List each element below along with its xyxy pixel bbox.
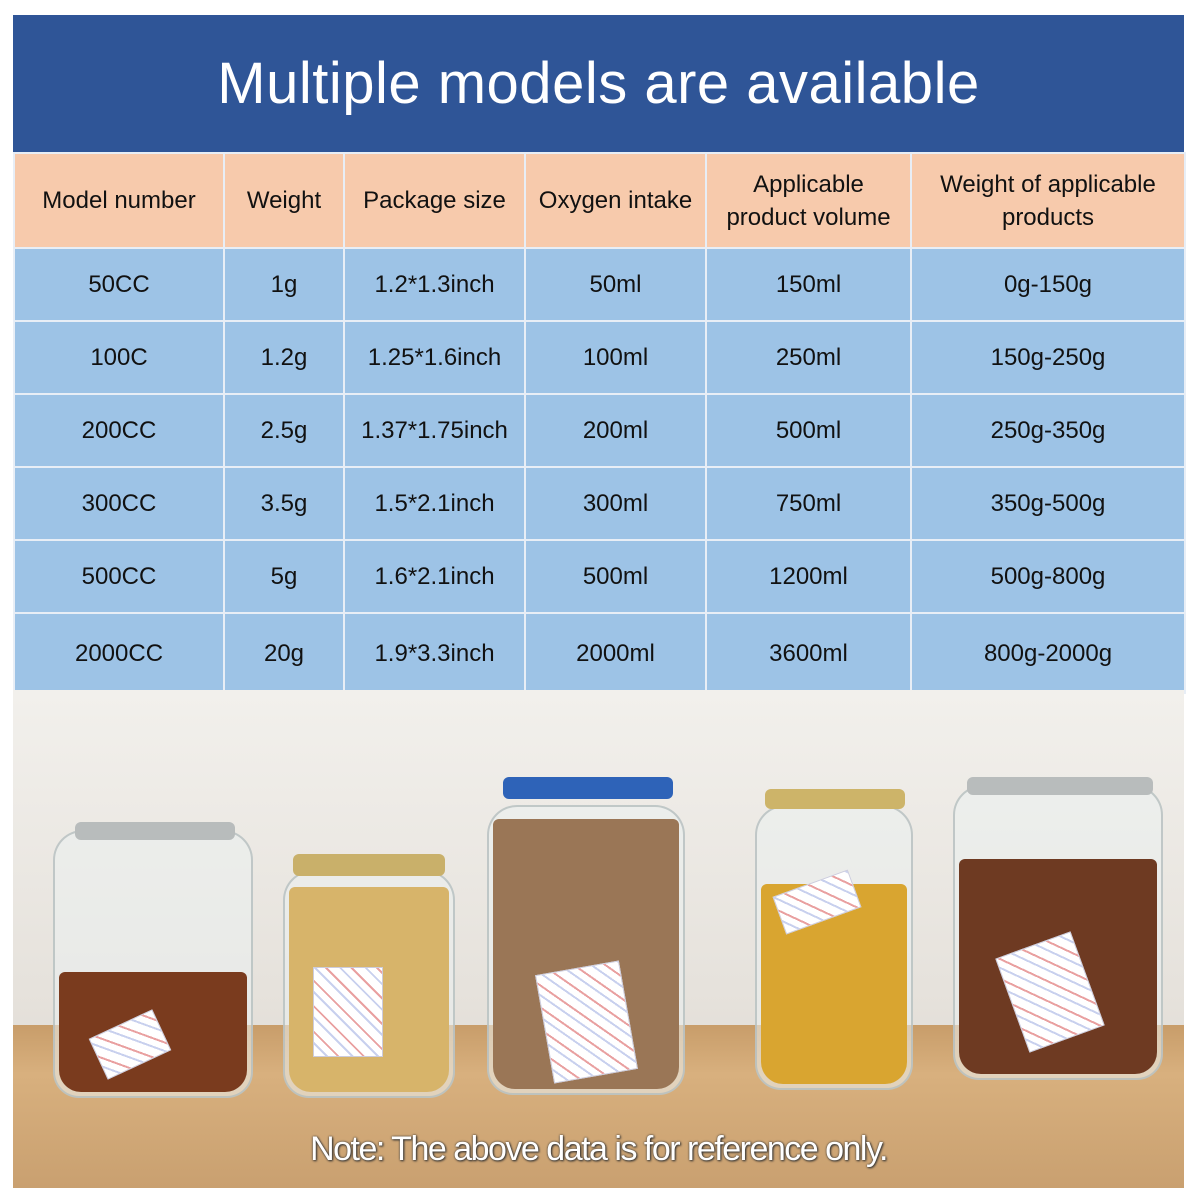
models-table: Model number Weight Package size Oxygen …: [13, 152, 1186, 694]
cell-model-number: 300CC: [13, 466, 225, 541]
table-row: 300CC 3.5g 1.5*2.1inch 300ml 750ml 350g-500g: [13, 466, 1186, 541]
oxygen-absorber-packet: [313, 967, 383, 1057]
cell-oxygen-intake: 100ml: [524, 320, 707, 395]
infographic: Multiple models are available Model numb…: [13, 15, 1186, 1188]
cell-oxygen-intake: 2000ml: [524, 612, 707, 694]
cell-weight: 20g: [223, 612, 345, 694]
cell-weight: 2.5g: [223, 393, 345, 468]
cell-weight: 1g: [223, 247, 345, 322]
cell-oxygen-intake: 50ml: [524, 247, 707, 322]
header-model-number: Model number: [13, 152, 225, 249]
cell-weight: 1.2g: [223, 320, 345, 395]
jar-lid: [503, 777, 673, 799]
cell-product-weight: 0g-150g: [910, 247, 1186, 322]
table-header-row: Model number Weight Package size Oxygen …: [13, 152, 1186, 249]
table-row: 200CC 2.5g 1.37*1.75inch 200ml 500ml 250g-350…: [13, 393, 1186, 468]
page-title: Multiple models are available: [217, 51, 980, 116]
jar-2: [283, 854, 455, 1098]
cell-package-size: 1.25*1.6inch: [343, 320, 526, 395]
cell-model-number: 50CC: [13, 247, 225, 322]
cell-model-number: 100C: [13, 320, 225, 395]
jars-photo: Note: The above data is for reference on…: [13, 690, 1184, 1188]
jar-4: [755, 789, 913, 1090]
cell-weight: 5g: [223, 539, 345, 614]
cell-model-number: 2000CC: [13, 612, 225, 694]
header-weight: Weight: [223, 152, 345, 249]
cell-product-weight: 500g-800g: [910, 539, 1186, 614]
cell-product-weight: 150g-250g: [910, 320, 1186, 395]
cell-oxygen-intake: 500ml: [524, 539, 707, 614]
cell-product-volume: 250ml: [705, 320, 912, 395]
cell-package-size: 1.6*2.1inch: [343, 539, 526, 614]
cell-oxygen-intake: 200ml: [524, 393, 707, 468]
cell-product-volume: 500ml: [705, 393, 912, 468]
header-product-volume: Applicable product volume: [705, 152, 912, 249]
cell-weight: 3.5g: [223, 466, 345, 541]
jar-lid: [967, 777, 1153, 795]
table-row: 50CC 1g 1.2*1.3inch 50ml 150ml 0g-150g: [13, 247, 1186, 322]
cell-package-size: 1.5*2.1inch: [343, 466, 526, 541]
table-row: 2000CC 20g 1.9*3.3inch 2000ml 3600ml 800g-200…: [13, 612, 1186, 694]
cell-product-volume: 3600ml: [705, 612, 912, 694]
jar-lid: [75, 822, 235, 840]
jar-3: [487, 777, 685, 1095]
jar-lid: [293, 854, 445, 876]
cell-oxygen-intake: 300ml: [524, 466, 707, 541]
table-row: 100C 1.2g 1.25*1.6inch 100ml 250ml 150g-250g: [13, 320, 1186, 395]
header-package-size: Package size: [343, 152, 526, 249]
jar-5: [953, 777, 1163, 1080]
cell-model-number: 200CC: [13, 393, 225, 468]
cell-product-weight: 800g-2000g: [910, 612, 1186, 694]
table-row: 500CC 5g 1.6*2.1inch 500ml 1200ml 500g-800g: [13, 539, 1186, 614]
header-product-weight: Weight of applicable products: [910, 152, 1186, 249]
cell-product-volume: 1200ml: [705, 539, 912, 614]
title-banner: Multiple models are available: [13, 15, 1184, 152]
header-oxygen-intake: Oxygen intake: [524, 152, 707, 249]
cell-model-number: 500CC: [13, 539, 225, 614]
jar-lid: [765, 789, 905, 809]
cell-product-weight: 350g-500g: [910, 466, 1186, 541]
reference-note: Note: The above data is for reference on…: [310, 1130, 888, 1168]
cell-package-size: 1.37*1.75inch: [343, 393, 526, 468]
cell-package-size: 1.2*1.3inch: [343, 247, 526, 322]
cell-product-volume: 150ml: [705, 247, 912, 322]
jar-1: [53, 822, 253, 1098]
cell-product-volume: 750ml: [705, 466, 912, 541]
cell-product-weight: 250g-350g: [910, 393, 1186, 468]
cell-package-size: 1.9*3.3inch: [343, 612, 526, 694]
